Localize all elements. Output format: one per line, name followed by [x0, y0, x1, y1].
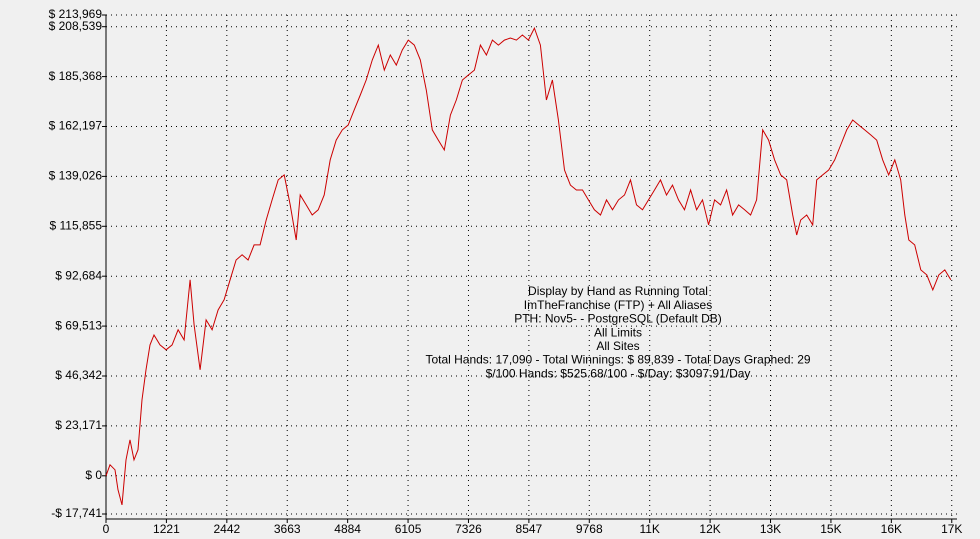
y-tick-label: $ 69,513 — [55, 318, 102, 332]
y-tick-label: $ 208,539 — [49, 19, 103, 33]
y-tick-label: $ 46,342 — [55, 368, 102, 382]
annotation: PTH: Nov5- - PostgreSQL (Default DB) — [514, 312, 722, 326]
annotation: Total Hands: 17,090 - Total Winnings: $ … — [425, 353, 810, 367]
annotation: All Sites — [596, 339, 639, 353]
x-tick-label: 1221 — [153, 522, 180, 536]
annotation: $/100 Hands: $525.68/100 - $/Day: $3097.… — [486, 366, 751, 380]
x-tick-label: 15K — [820, 522, 841, 536]
x-tick-label: 13K — [760, 522, 781, 536]
x-tick-label: 9768 — [576, 522, 603, 536]
y-tick-label: $ 115,855 — [50, 218, 103, 232]
x-tick-label: 16K — [881, 522, 902, 536]
x-tick-label: 6105 — [395, 522, 422, 536]
annotation: Display by Hand as Running Total — [528, 284, 708, 298]
x-tick-label: 17K — [941, 522, 962, 536]
x-tick-label: 0 — [103, 522, 110, 536]
y-tick-label: $ 185,368 — [49, 69, 103, 83]
y-tick-label: -$ 17,741 — [51, 506, 102, 520]
x-tick-label: 2442 — [213, 522, 240, 536]
x-tick-label: 8547 — [516, 522, 543, 536]
y-tick-label: $ 139,026 — [49, 169, 103, 183]
annotation: ImTheFranchise (FTP) + All Aliases — [524, 298, 712, 312]
x-tick-label: 11K — [639, 522, 659, 536]
y-tick-label: $ 92,684 — [55, 268, 102, 282]
y-tick-label: $ 0 — [85, 468, 102, 482]
x-tick-label: 3663 — [274, 522, 301, 536]
annotation: All Limits — [594, 325, 642, 339]
y-tick-label: $ 23,171 — [55, 418, 102, 432]
line — [105, 26, 952, 506]
x-tick-label: 12K — [699, 522, 720, 536]
x-tick-label: 7326 — [455, 522, 482, 536]
y-tick-label: $ 162,197 — [49, 119, 103, 133]
y-tick-label: $ 213,969 — [49, 7, 103, 21]
x-tick-label: 4884 — [334, 522, 361, 536]
